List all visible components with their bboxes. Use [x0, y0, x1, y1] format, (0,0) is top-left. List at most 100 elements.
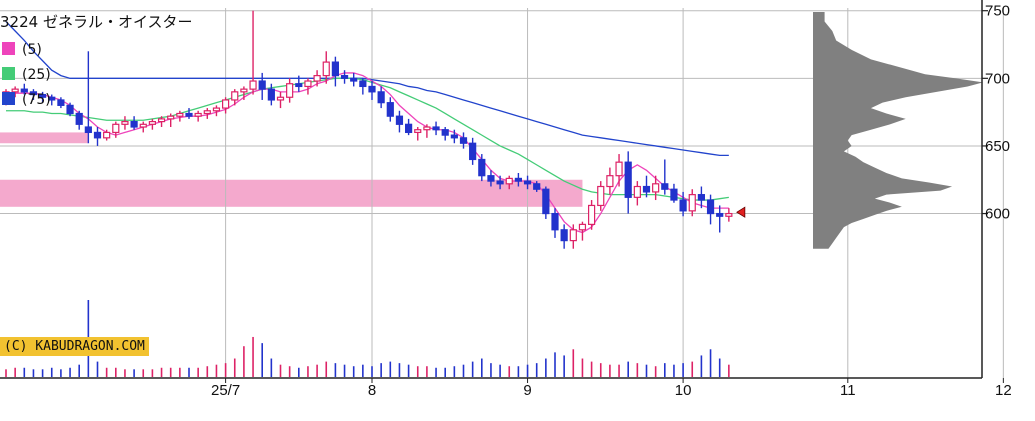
chart-title: 3224 ゼネラル・オイスター: [0, 13, 193, 31]
candle-body: [322, 61, 330, 77]
candle-body: [139, 123, 147, 128]
candle-body: [331, 61, 339, 77]
legend-label: (25): [22, 67, 51, 83]
x-tick-label: 10: [675, 382, 692, 399]
volume-profile: [813, 12, 983, 249]
volume-profile-shape: [813, 12, 983, 249]
legend-swatch: [2, 42, 15, 55]
candle-body: [377, 91, 385, 104]
candle-body: [84, 126, 92, 134]
y-tick-label: 600: [985, 206, 1010, 223]
candle-body: [569, 229, 577, 242]
ma5-line: [5, 72, 729, 234]
candle-body: [642, 185, 651, 193]
candle-body: [716, 212, 724, 217]
candle-body: [661, 183, 669, 190]
candle-body: [20, 88, 28, 93]
candle-body: [38, 93, 47, 98]
legend-swatch: [2, 92, 15, 105]
candle-body: [405, 123, 413, 134]
candle-body: [459, 137, 468, 144]
candle-body: [222, 99, 230, 109]
candle-body: [606, 175, 614, 188]
legend: 3224 ゼネラル・オイスター (5) (25) (75): [0, 13, 193, 108]
candle-body: [48, 96, 56, 101]
candle-body: [551, 212, 559, 231]
candle-body: [66, 104, 74, 115]
candle-body: [487, 175, 495, 182]
candle-body: [706, 199, 715, 215]
candle-body: [423, 126, 431, 131]
pink-band-zones: [0, 132, 583, 207]
candle-body: [670, 188, 678, 201]
candle-body: [176, 112, 184, 117]
candle-body: [350, 77, 358, 82]
candle-body: [523, 180, 532, 185]
band-zone-1: [0, 132, 89, 144]
candle-body: [505, 177, 513, 185]
candle-body: [313, 75, 321, 82]
candle-body: [652, 183, 660, 193]
candle-body: [240, 88, 248, 93]
candle-body: [432, 126, 440, 131]
candle-body: [212, 107, 221, 112]
candle-body: [29, 91, 38, 96]
band-zone-2: [0, 179, 583, 207]
candle-body: [560, 229, 568, 242]
candle-body: [11, 88, 19, 93]
candle-body: [203, 110, 211, 115]
candle-body: [450, 134, 458, 139]
candle-body: [624, 161, 632, 198]
candle-body: [121, 120, 129, 125]
ma25-line: [6, 77, 729, 201]
x-tick-label: 9: [523, 382, 531, 399]
candle-body: [496, 180, 504, 185]
candle-body: [478, 158, 486, 177]
candle-body: [395, 115, 404, 125]
candle-body: [75, 112, 83, 125]
candle-body: [578, 223, 587, 231]
candle-body: [267, 88, 275, 101]
candlesticks: [2, 10, 746, 249]
candle-body: [286, 83, 294, 98]
candle-body: [514, 177, 523, 182]
candle-body: [469, 142, 477, 161]
candle-body: [93, 131, 102, 139]
candle-body: [340, 75, 349, 79]
candle-body: [57, 99, 65, 106]
candle-body: [249, 80, 257, 90]
candle-body: [368, 85, 376, 93]
candle-body: [587, 204, 596, 225]
candle-body: [725, 212, 733, 217]
candle-body: [386, 102, 394, 117]
candle-body: [112, 123, 120, 134]
candle-body: [304, 80, 312, 88]
legend-swatch: [2, 67, 15, 80]
candle-body: [679, 199, 687, 212]
candle-body: [697, 194, 706, 201]
candle-body: [258, 80, 266, 90]
x-tick-label: 11: [840, 382, 856, 399]
candle-body: [542, 188, 550, 215]
legend-label: (5): [22, 42, 42, 58]
candle-body: [231, 91, 239, 101]
candle-body: [103, 131, 111, 139]
candle-body: [185, 112, 193, 117]
y-tick-label: 750: [985, 3, 1010, 20]
candle-body: [194, 112, 202, 117]
candle-body: [167, 115, 175, 120]
x-tick-label: 25/7: [211, 382, 240, 399]
x-tick-label: 12: [995, 382, 1012, 399]
candle-body: [276, 96, 285, 101]
y-tick-label: 700: [985, 70, 1010, 87]
moving-average-lines: [5, 21, 729, 234]
volume-bars: [5, 300, 730, 377]
legend-label: (75): [22, 92, 51, 108]
candle-body: [633, 185, 641, 198]
x-tick-label: 8: [368, 382, 376, 399]
y-tick-label: 650: [985, 138, 1010, 155]
copyright-badge: (C) KABUDRAGON.COM: [0, 337, 149, 356]
candle-body: [148, 120, 156, 125]
